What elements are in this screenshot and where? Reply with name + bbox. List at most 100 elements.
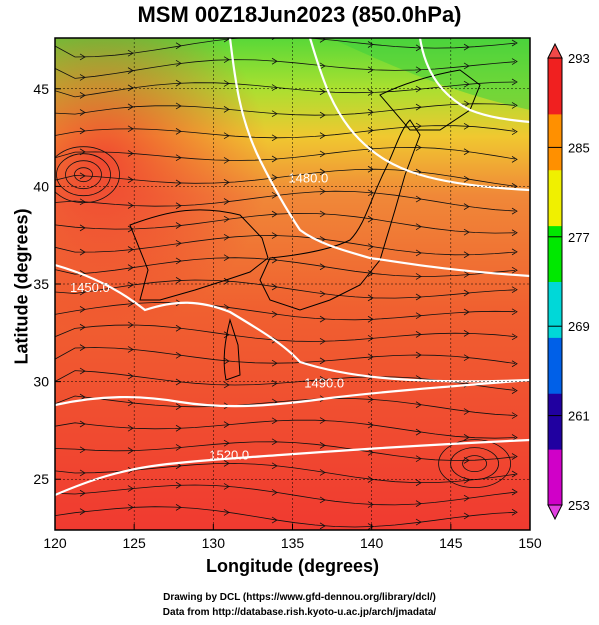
colorbar-segment — [548, 449, 562, 506]
streamline — [55, 235, 516, 256]
streamline — [55, 324, 516, 342]
stream-arrow — [511, 508, 518, 516]
streamline — [55, 257, 516, 277]
stream-arrow — [367, 89, 374, 96]
swirl-ring — [74, 167, 93, 183]
stream-arrow — [367, 315, 374, 323]
stream-arrow — [175, 424, 182, 432]
stream-arrow — [415, 518, 422, 526]
stream-arrow — [223, 157, 230, 164]
stream-arrow — [511, 387, 518, 394]
streamline — [55, 279, 516, 299]
stream-arrow — [463, 228, 470, 236]
stream-arrow — [415, 331, 422, 338]
colorbar-min-triangle — [547, 504, 563, 521]
stream-arrow — [415, 312, 422, 320]
y-axis-label: Latitude (degrees) — [11, 208, 32, 365]
stream-arrow — [511, 39, 518, 47]
stream-arrow — [79, 248, 86, 256]
stream-arrow — [511, 434, 518, 441]
stream-arrow — [463, 203, 470, 210]
stream-arrow — [79, 92, 86, 99]
swirl-ring — [56, 153, 111, 197]
credit-data-source: Data from http://database.rish.kyoto-u.a… — [162, 607, 437, 618]
stream-arrow — [175, 324, 182, 332]
stream-arrow — [271, 417, 278, 425]
streamline — [55, 125, 516, 139]
stream-arrow — [319, 62, 326, 70]
stream-arrow — [319, 469, 326, 476]
stream-arrow — [319, 357, 326, 365]
swirl-ring — [65, 160, 102, 190]
stream-arrow — [367, 41, 374, 48]
stream-arrow — [223, 460, 230, 467]
stream-arrow — [463, 408, 470, 415]
stream-arrow — [175, 202, 182, 210]
stream-arrow — [271, 359, 278, 367]
stream-arrow — [79, 367, 86, 375]
stream-arrow — [223, 277, 230, 285]
stream-arrow — [127, 264, 134, 271]
stream-arrow — [79, 53, 86, 61]
stream-arrow — [127, 67, 134, 74]
stream-arrow — [319, 263, 326, 271]
colorbar-tick-label: 253 — [568, 498, 590, 513]
stream-arrow — [223, 233, 230, 241]
streamline — [55, 81, 516, 98]
contour-label: 1450.0 — [70, 280, 110, 295]
stream-arrow — [223, 483, 230, 490]
stream-arrow — [415, 479, 422, 487]
stream-arrow — [415, 66, 422, 74]
stream-arrow — [127, 202, 134, 209]
stream-arrow — [127, 125, 134, 133]
stream-arrow — [319, 315, 326, 323]
stream-arrow — [415, 455, 422, 463]
swirl-ring — [438, 439, 511, 489]
stream-arrow — [79, 446, 86, 454]
stream-arrow — [367, 127, 374, 134]
stream-arrow — [319, 168, 326, 176]
x-tick-label: 135 — [281, 535, 305, 551]
stream-arrow — [175, 59, 182, 67]
y-tick-label: 35 — [33, 276, 49, 292]
stream-arrow — [511, 128, 518, 136]
stream-arrow — [463, 354, 470, 362]
contour-label: 1490.0 — [304, 375, 344, 390]
stream-arrow — [79, 74, 86, 81]
stream-arrow — [175, 154, 182, 162]
x-tick-label: 140 — [360, 535, 384, 551]
stream-arrow — [415, 103, 422, 111]
stream-arrow — [127, 49, 134, 57]
stream-arrow — [319, 290, 326, 298]
streamline — [55, 38, 516, 58]
stream-arrow — [127, 424, 134, 432]
colorbar-segment — [548, 281, 562, 338]
stream-arrow — [367, 334, 374, 342]
stream-arrow — [271, 210, 278, 218]
streamline — [55, 168, 516, 187]
stream-arrow — [367, 243, 374, 251]
height-contours — [55, 38, 530, 497]
stream-arrow — [319, 442, 326, 449]
stream-arrow — [367, 145, 374, 153]
stream-arrow — [127, 246, 134, 253]
stream-arrow — [271, 134, 278, 142]
coastline-hokkaido — [379, 69, 481, 131]
coastline-japan — [259, 119, 421, 311]
stream-arrow — [127, 84, 134, 92]
stream-arrow — [367, 449, 374, 456]
stream-arrow — [271, 283, 278, 291]
stream-arrow — [511, 333, 518, 341]
stream-arrow — [367, 108, 374, 116]
streamline — [55, 347, 516, 364]
stream-arrow — [127, 372, 134, 380]
stream-arrow — [223, 381, 230, 389]
stream-arrow — [511, 58, 518, 65]
x-tick-label: 145 — [439, 535, 463, 551]
stream-arrow — [415, 85, 422, 93]
stream-arrow — [367, 396, 374, 403]
stream-arrow — [463, 512, 470, 520]
stream-arrow — [271, 174, 278, 181]
x-tick-label: 125 — [122, 535, 146, 551]
stream-arrow — [79, 508, 86, 515]
